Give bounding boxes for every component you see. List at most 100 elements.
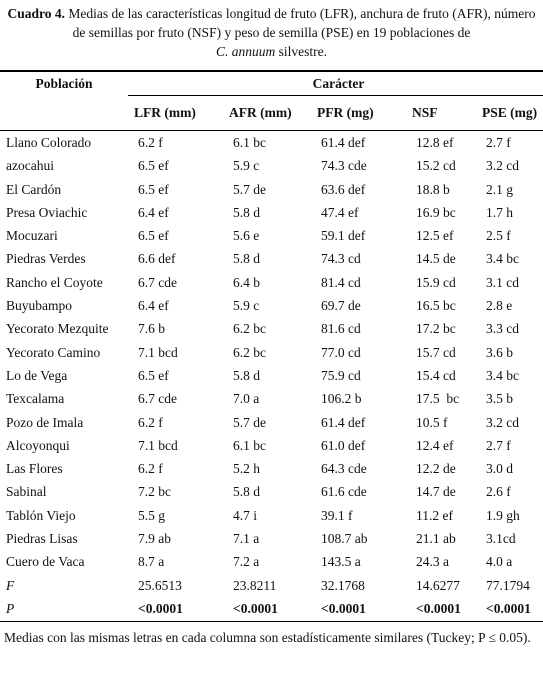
population-cell: Presa Oviachic (6, 204, 88, 220)
stat-value: <0.0001 (311, 597, 406, 622)
value-cell: 4.0 a (486, 554, 513, 570)
stat-label: F (6, 577, 15, 593)
value-cell: 69.7 de (321, 298, 361, 314)
value-cell: 5.5 g (138, 507, 165, 523)
value-cell: 3.4 bc (486, 251, 519, 267)
value-cell: 6.2 f (128, 130, 223, 155)
population-cell: Yecorato Camino (6, 344, 101, 360)
data-row: Yecorato Camino 7.1 bcd 6.2 bc 77.0 cd 15.7 … (0, 341, 543, 364)
value-cell: 61.4 def (311, 130, 406, 155)
population-cell: azocahui (6, 158, 54, 174)
caption-species: C. annuum (215, 44, 276, 59)
value-cell: 74.3 cde (321, 158, 367, 174)
value-cell: 17.2 bc (416, 321, 456, 337)
caption: Cuadro 4. Medias de las características … (0, 4, 543, 61)
data-row: Piedras Lisas 7.9 ab 7.1 a 108.7 ab 21.1 ab 3… (0, 527, 543, 550)
value-cell: 6.5 ef (138, 367, 169, 383)
value-cell: 2.5 f (486, 228, 511, 244)
blank (0, 96, 128, 131)
value-cell: 7.6 b (138, 321, 165, 337)
stat-value: <0.0001 (476, 597, 543, 622)
value-cell: 5.7 de (233, 414, 266, 430)
value-cell: 6.4 ef (138, 298, 169, 314)
value-cell: 2.7 f (486, 437, 511, 453)
value-cell: 15.2 cd (416, 158, 456, 174)
population-cell: Las Flores (6, 461, 63, 477)
value-cell: 8.7 a (138, 554, 165, 570)
caption-suffix: silvestre. (278, 44, 327, 59)
value-cell: 5.9 c (233, 298, 260, 314)
value-cell: 7.2 bc (138, 484, 171, 500)
data-row: Llano Colorado 6.2 f 6.1 bc 61.4 def 12.8 ef… (0, 130, 543, 155)
value-cell: 12.2 de (416, 461, 456, 477)
value-cell: 77.0 cd (321, 344, 361, 360)
value-cell: 14.5 de (416, 251, 456, 267)
value-cell: 6.1 bc (223, 130, 311, 155)
stat-value: <0.0001 (223, 597, 311, 622)
value-cell: 4.7 i (233, 507, 258, 523)
data-row: Alcoyonqui 7.1 bcd 6.1 bc 61.0 def 12.4 ef 2.… (0, 434, 543, 457)
value-cell: 3.1 cd (486, 274, 519, 290)
data-row: Tablón Viejo 5.5 g 4.7 i 39.1 f 11.2 ef 1.9 g… (0, 504, 543, 527)
data-row: Pozo de Imala 6.2 f 5.7 de 61.4 def 10.5 f 3.… (0, 411, 543, 434)
population-cell: Piedras Verdes (6, 251, 86, 267)
caption-text: Medias de las características longitud d… (68, 6, 536, 40)
value-cell: 7.1 a (233, 530, 260, 546)
data-row: El Cardón 6.5 ef 5.7 de 63.6 def 18.8 b 2.1 g (0, 178, 543, 201)
value-cell: 5.8 d (233, 367, 260, 383)
value-cell: 108.7 ab (321, 530, 368, 546)
value-cell: 11.2 ef (416, 507, 453, 523)
population-cell: Yecorato Mezquite (6, 321, 109, 337)
value-cell: 7.1 bcd (138, 344, 178, 360)
value-cell: 14.7 de (416, 484, 456, 500)
value-cell: 15.9 cd (416, 274, 456, 290)
value-cell: 61.6 cde (321, 484, 367, 500)
value-cell: 143.5 a (321, 554, 361, 570)
value-cell: 59.1 def (321, 228, 366, 244)
stat-value: <0.0001 (128, 597, 223, 622)
row-header: Población (0, 70, 128, 96)
value-cell: 6.2 f (138, 414, 163, 430)
column-header-row: LFR (mm) AFR (mm) PFR (mg) NSF PSE (mg) (0, 95, 543, 131)
value-cell: 6.7 cde (138, 391, 177, 407)
column-header: PFR (mg) (311, 95, 406, 131)
value-cell: 3.3 cd (486, 321, 519, 337)
stat-value: 77.1794 (486, 577, 530, 593)
value-cell: 7.1 bcd (138, 437, 178, 453)
data-row: Lo de Vega 6.5 ef 5.8 d 75.9 cd 15.4 cd 3.4 b… (0, 364, 543, 387)
data-row: Rancho el Coyote 6.7 cde 6.4 b 81.4 cd 15.9 … (0, 271, 543, 294)
footnote: Medias con las mismas letras en cada col… (4, 630, 531, 645)
data-row: Yecorato Mezquite 7.6 b 6.2 bc 81.6 cd 17.2 … (0, 318, 543, 341)
data-row: Sabinal 7.2 bc 5.8 d 61.6 cde 14.7 de 2.6 f (0, 481, 543, 504)
stat-value: <0.0001 (406, 597, 476, 622)
header-row: Población Carácter (0, 70, 543, 96)
value-cell: 5.6 e (233, 228, 260, 244)
population-cell: Lo de Vega (6, 367, 68, 383)
value-cell: 18.8 b (416, 181, 450, 197)
stat-value: 23.8211 (233, 577, 277, 593)
value-cell: 3.5 b (486, 391, 513, 407)
value-cell: 5.2 h (233, 461, 260, 477)
value-cell: 5.7 de (233, 181, 266, 197)
value-cell: 6.2 bc (233, 344, 266, 360)
population-cell: Rancho el Coyote (6, 274, 103, 290)
data-row: Presa Oviachic 6.4 ef 5.8 d 47.4 ef 16.9 bc 1… (0, 201, 543, 224)
data-row: Mocuzari 6.5 ef 5.6 e 59.1 def 12.5 ef 2.5 f (0, 224, 543, 247)
value-cell: 2.1 g (486, 181, 513, 197)
value-cell: 3.1cd (486, 530, 516, 546)
value-cell: 3.4 bc (486, 367, 519, 383)
value-cell: 2.7 f (476, 130, 543, 155)
value-cell: 24.3 a (416, 554, 449, 570)
stat-value: 25.6513 (138, 577, 182, 593)
value-cell: 6.1 bc (233, 437, 266, 453)
value-cell: 5.9 c (233, 158, 260, 174)
column-header: NSF (406, 95, 476, 131)
data-row: Las Flores 6.2 f 5.2 h 64.3 cde 12.2 de 3.0 d (0, 457, 543, 480)
value-cell: 75.9 cd (321, 367, 361, 383)
value-cell: 3.6 b (486, 344, 513, 360)
data-row: Buyubampo 6.4 ef 5.9 c 69.7 de 16.5 bc 2.8 e (0, 294, 543, 317)
population-cell: Sabinal (6, 484, 47, 500)
value-cell: 12.5 ef (416, 228, 454, 244)
value-cell: 2.8 e (486, 298, 513, 314)
value-cell: 17.5 bc (416, 391, 460, 407)
